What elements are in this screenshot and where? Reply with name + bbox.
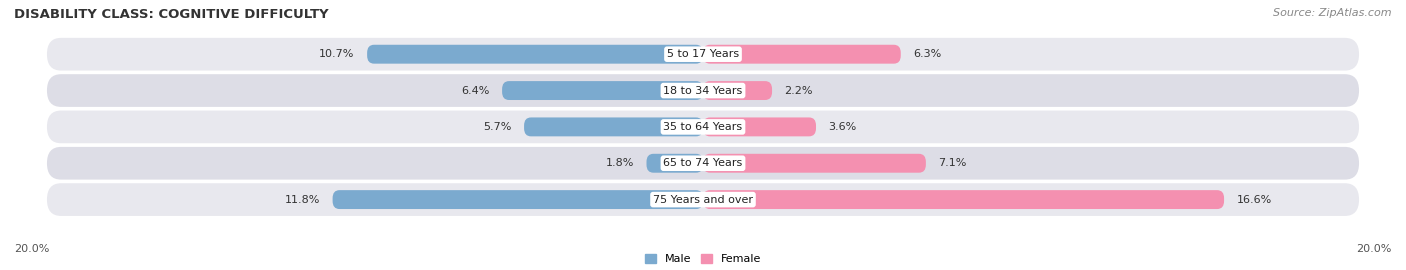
- FancyBboxPatch shape: [703, 154, 927, 173]
- Text: 11.8%: 11.8%: [284, 195, 321, 205]
- FancyBboxPatch shape: [703, 45, 901, 64]
- FancyBboxPatch shape: [333, 190, 703, 209]
- FancyBboxPatch shape: [46, 74, 1360, 107]
- Text: DISABILITY CLASS: COGNITIVE DIFFICULTY: DISABILITY CLASS: COGNITIVE DIFFICULTY: [14, 8, 329, 21]
- Text: 20.0%: 20.0%: [14, 244, 49, 254]
- FancyBboxPatch shape: [46, 147, 1360, 180]
- FancyBboxPatch shape: [647, 154, 703, 173]
- Text: Source: ZipAtlas.com: Source: ZipAtlas.com: [1274, 8, 1392, 18]
- FancyBboxPatch shape: [367, 45, 703, 64]
- Text: 75 Years and over: 75 Years and over: [652, 195, 754, 205]
- Text: 10.7%: 10.7%: [319, 49, 354, 59]
- Text: 6.4%: 6.4%: [461, 86, 489, 96]
- FancyBboxPatch shape: [46, 38, 1360, 70]
- Text: 3.6%: 3.6%: [828, 122, 856, 132]
- Text: 65 to 74 Years: 65 to 74 Years: [664, 158, 742, 168]
- Text: 16.6%: 16.6%: [1237, 195, 1272, 205]
- FancyBboxPatch shape: [703, 81, 772, 100]
- Text: 7.1%: 7.1%: [938, 158, 967, 168]
- Text: 18 to 34 Years: 18 to 34 Years: [664, 86, 742, 96]
- FancyBboxPatch shape: [46, 110, 1360, 143]
- Text: 5 to 17 Years: 5 to 17 Years: [666, 49, 740, 59]
- Text: 5.7%: 5.7%: [484, 122, 512, 132]
- FancyBboxPatch shape: [524, 117, 703, 136]
- Text: 35 to 64 Years: 35 to 64 Years: [664, 122, 742, 132]
- FancyBboxPatch shape: [46, 183, 1360, 216]
- FancyBboxPatch shape: [703, 190, 1225, 209]
- Text: 20.0%: 20.0%: [1357, 244, 1392, 254]
- Legend: Male, Female: Male, Female: [641, 249, 765, 269]
- Text: 1.8%: 1.8%: [606, 158, 634, 168]
- FancyBboxPatch shape: [703, 117, 815, 136]
- Text: 2.2%: 2.2%: [785, 86, 813, 96]
- Text: 6.3%: 6.3%: [914, 49, 942, 59]
- FancyBboxPatch shape: [502, 81, 703, 100]
